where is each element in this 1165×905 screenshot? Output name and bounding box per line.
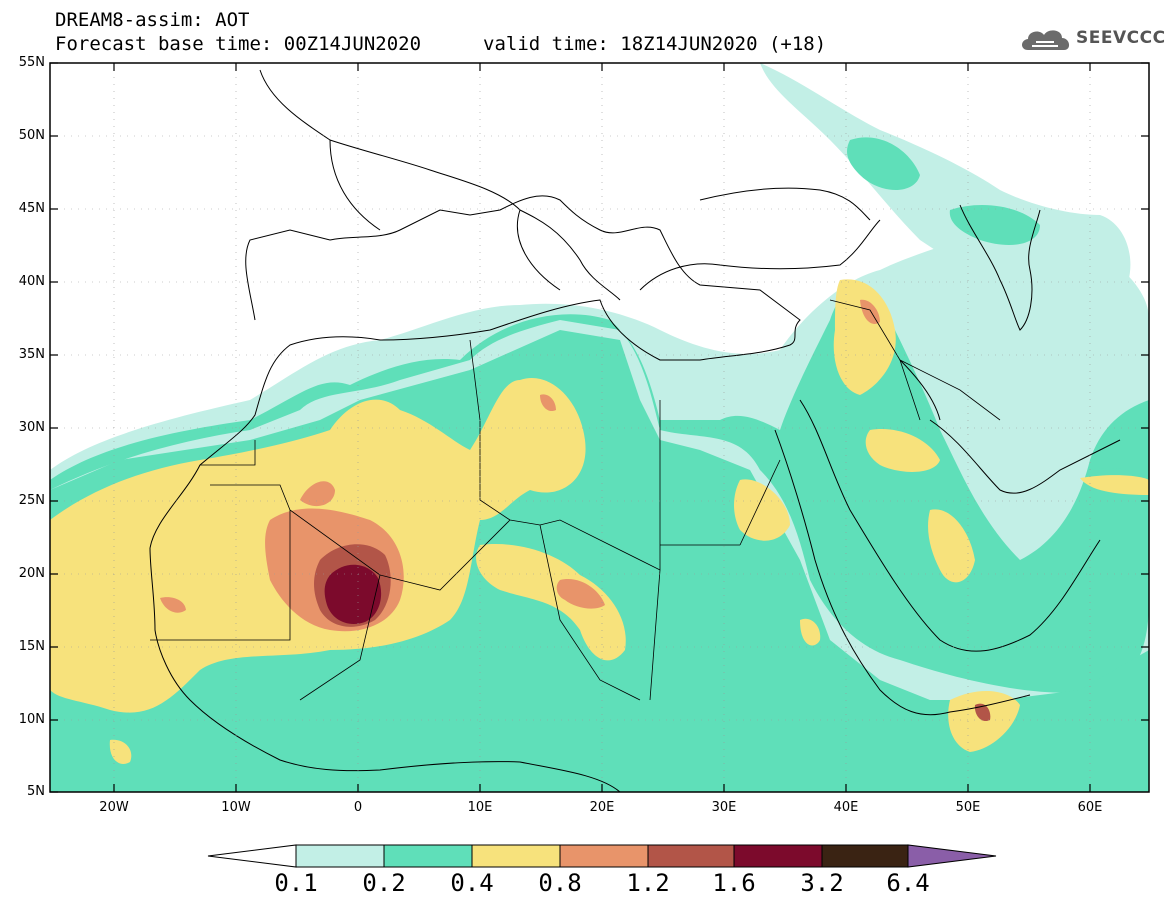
lat-label: 55N (18, 55, 45, 70)
colorbar-box-2 (383, 844, 473, 868)
lon-label: 10W (221, 800, 251, 815)
colorbar-box-5 (647, 844, 735, 868)
coastline-westafrica (149, 547, 621, 792)
seevccc-logo: SEEVCCC (1018, 24, 1165, 54)
lon-label: 40E (833, 800, 859, 815)
colorbar-label: 0.8 (538, 869, 582, 897)
colorbar-box-7 (821, 844, 909, 868)
lon-label: 20E (589, 800, 615, 815)
aot-band-0.2-ne (847, 137, 1149, 502)
aot-band-1.2 (314, 544, 991, 722)
lat-label: 40N (18, 274, 45, 289)
aot-band-1.6 (324, 564, 382, 625)
cloud-icon (1022, 30, 1070, 50)
colorbar-label: 1.2 (626, 869, 670, 897)
lat-label: 50N (18, 128, 45, 143)
lat-label: 35N (18, 347, 45, 362)
colorbar-low-arrow (207, 844, 297, 868)
coastline (149, 195, 801, 549)
grid-lines (50, 63, 1149, 792)
axis-ticks (50, 62, 1149, 793)
lat-label: 5N (27, 784, 45, 799)
aot-band-0.2 (50, 285, 1149, 693)
coastline-caspian (959, 204, 1041, 331)
colorbar-label: 0.2 (362, 869, 406, 897)
colorbar (207, 844, 997, 868)
colorbar-label: 3.2 (800, 869, 844, 897)
coastline-gulf (899, 359, 1121, 494)
lon-label: 50E (955, 800, 981, 815)
lat-label: 10N (18, 712, 45, 727)
aot-band-0.1-north (760, 63, 1131, 305)
lon-label: 10E (467, 800, 493, 815)
lat-label: 30N (18, 420, 45, 435)
lat-label: 15N (18, 639, 45, 654)
lon-label: 20W (99, 800, 129, 815)
colorbar-high-arrow (907, 844, 997, 868)
colorbar-box-6 (733, 844, 823, 868)
lat-label: 20N (18, 566, 45, 581)
lon-label: 0 (353, 800, 363, 815)
lon-label: 60E (1077, 800, 1103, 815)
colorbar-label: 0.1 (274, 869, 318, 897)
valid-time: valid time: 18Z14JUN2020 (+18) (483, 33, 827, 55)
title-line-1: DREAM8-assim: AOT (55, 9, 250, 31)
coastline-redsea (774, 399, 1101, 716)
colorbar-box-4 (559, 844, 649, 868)
colorbar-label: 6.4 (886, 869, 930, 897)
aot-band-0.4-east (109, 279, 1149, 764)
colorbar-label: 0.4 (450, 869, 494, 897)
lat-label: 45N (18, 201, 45, 216)
colorbar-label: 1.6 (712, 869, 756, 897)
lon-label: 30E (711, 800, 737, 815)
colorbar-box-3 (471, 844, 561, 868)
lat-label: 25N (18, 493, 45, 508)
coastline-europe (259, 69, 881, 301)
title-line-2: Forecast base time: 00Z14JUN2020 (55, 33, 422, 55)
colorbar-box-1 (295, 844, 385, 868)
borders (150, 299, 1001, 701)
logo-text: SEEVCCC (1076, 28, 1165, 48)
